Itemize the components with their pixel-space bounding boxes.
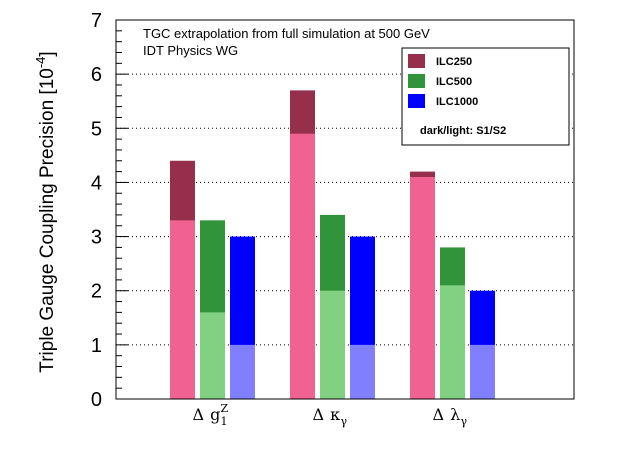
legend-swatch-ilc250	[408, 54, 425, 68]
legend-label-ilc1000: ILC1000	[436, 96, 478, 108]
category-delta: Δ	[433, 405, 445, 424]
y-tick-label: 7	[91, 10, 102, 32]
category-symbol: g	[210, 405, 220, 424]
category-delta: Δ	[313, 405, 325, 424]
y-tick-label: 2	[91, 281, 102, 303]
y-tick-label: 1	[91, 335, 102, 357]
category-symbol: λ	[450, 405, 460, 424]
legend-note: dark/light: S1/S2	[420, 125, 506, 137]
bar-ilc250-s2-1	[290, 133, 315, 399]
bar-ilc500-s2-0	[200, 312, 225, 399]
annotation-title: TGC extrapolation from full simulation a…	[143, 26, 430, 41]
legend-box	[401, 47, 570, 146]
legend-label-ilc250: ILC250	[436, 56, 472, 68]
y-axis-label-close: ]	[37, 51, 58, 56]
category-symbol: κ	[330, 405, 340, 424]
bar-ilc1000-s2-0	[230, 344, 255, 399]
y-tick-label: 6	[91, 64, 102, 86]
category-superscript: Z	[221, 402, 229, 415]
plot-frame	[115, 19, 575, 400]
y-axis-label: Triple Gauge Coupling Precision [10-4]	[33, 51, 58, 372]
bar-ilc500-s2-1	[320, 290, 345, 399]
bar-ilc250-s2-0	[170, 220, 195, 399]
category-subscript: 1	[221, 415, 228, 428]
bar-ilc1000-s2-2	[470, 344, 495, 399]
bar-ilc250-s2-2	[410, 177, 435, 399]
y-axis-label-main: Triple Gauge Coupling Precision [10	[37, 68, 58, 373]
category-delta: Δ	[193, 405, 205, 424]
legend-label-ilc500: ILC500	[436, 76, 472, 88]
annotation-group: IDT Physics WG	[143, 43, 238, 58]
y-axis-label-exponent: -4	[33, 57, 48, 69]
category-subscript: γ	[341, 415, 348, 428]
y-tick-label: 3	[91, 227, 102, 249]
y-tick-label: 5	[91, 118, 102, 140]
category-subscript: γ	[461, 415, 468, 428]
y-tick-label: 4	[91, 172, 102, 194]
bar-ilc1000-s2-1	[350, 344, 375, 399]
bars	[170, 90, 495, 399]
legend-swatch-ilc1000	[408, 94, 425, 108]
y-axis: 0 1 2 3 4 5 6 7	[91, 10, 128, 411]
y-tick-label: 0	[91, 389, 102, 411]
legend: ILC250 ILC500 ILC1000 dark/light: S1/S2	[401, 47, 570, 146]
legend-swatch-ilc500	[408, 74, 425, 88]
bar-ilc500-s2-2	[440, 285, 465, 399]
